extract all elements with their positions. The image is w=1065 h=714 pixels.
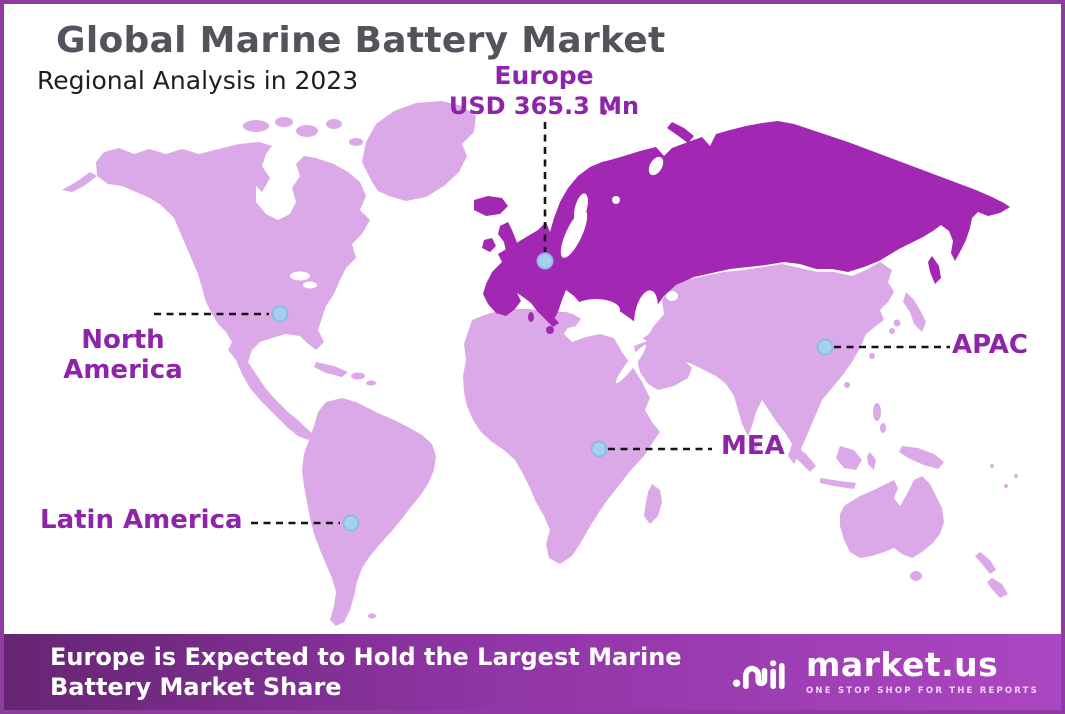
label-europe-value: USD 365.3 Mn xyxy=(448,91,640,120)
marketus-logo-text: market.us xyxy=(806,645,999,684)
label-apac: APAC xyxy=(952,330,1028,360)
iceland-landmass xyxy=(474,196,508,216)
hainan-island xyxy=(844,382,850,388)
white-sea xyxy=(648,156,664,176)
new-zealand-north xyxy=(975,552,996,574)
marketus-logo: market.us ONE STOP SHOP FOR THE REPORTS xyxy=(731,648,1039,696)
philippines-island xyxy=(873,403,881,421)
japan-island xyxy=(893,319,901,327)
svalbard-island xyxy=(601,109,607,115)
pacific-island xyxy=(1004,484,1008,488)
label-europe: Europe USD 365.3 Mn xyxy=(412,61,676,120)
page-title: Global Marine Battery Market xyxy=(56,20,666,61)
sumatra-island xyxy=(790,444,816,472)
sicily-island xyxy=(546,326,554,334)
marketus-logo-tagline: ONE STOP SHOP FOR THE REPORTS xyxy=(806,686,1039,696)
africa-landmass xyxy=(463,309,660,564)
great-lakes xyxy=(290,271,310,281)
asia-landmass xyxy=(640,262,894,464)
sulawesi-island xyxy=(867,452,876,470)
japan-island xyxy=(889,328,895,334)
arabia-landmass xyxy=(634,340,692,390)
sakhalin-island xyxy=(928,256,941,284)
java-island xyxy=(820,478,856,489)
footer-headline: Europe is Expected to Hold the Largest M… xyxy=(50,643,682,701)
caribbean-island xyxy=(351,372,365,380)
marker-group xyxy=(271,252,834,532)
leader-line-group xyxy=(154,122,950,525)
label-north-america: North America xyxy=(63,325,183,385)
philippines-island xyxy=(880,423,886,433)
red-sea xyxy=(615,344,647,384)
borneo-island xyxy=(836,446,862,470)
marketus-logo-text-block: market.us ONE STOP SHOP FOR THE REPORTS xyxy=(806,648,1039,696)
caribbean-cuba xyxy=(314,362,348,377)
caspian-sea xyxy=(634,290,658,338)
marker-latin-america xyxy=(342,514,360,532)
black-sea xyxy=(572,299,620,321)
tasmania-island xyxy=(910,571,922,581)
footer-banner: Europe is Expected to Hold the Largest M… xyxy=(4,634,1061,710)
landmass-light-group xyxy=(62,101,1018,626)
sri-lanka-island xyxy=(750,443,758,451)
lake-ladoga xyxy=(612,196,620,204)
label-europe-name: Europe xyxy=(494,61,594,90)
great-lakes xyxy=(303,281,317,289)
falkland-island xyxy=(368,613,376,619)
marker-north-america xyxy=(271,305,289,323)
arctic-island xyxy=(275,117,293,127)
south-america-landmass xyxy=(302,398,436,626)
water-overlay-group xyxy=(290,156,678,384)
pacific-island xyxy=(1014,474,1018,478)
arctic-island xyxy=(296,125,318,137)
landmass-highlight-group xyxy=(474,105,1010,334)
alaska-tail xyxy=(62,172,97,192)
page-subtitle: Regional Analysis in 2023 xyxy=(37,66,359,95)
gulf-of-bothnia xyxy=(574,193,588,223)
svalbard-island xyxy=(609,105,615,111)
north-america-landmass xyxy=(96,142,370,440)
marker-apac xyxy=(816,338,834,356)
caribbean-island xyxy=(366,380,376,386)
australia-landmass xyxy=(840,476,944,558)
eurasia-highlight-landmass xyxy=(483,121,1010,327)
arctic-island xyxy=(326,119,342,129)
pacific-island xyxy=(990,464,994,468)
taiwan-island xyxy=(869,353,875,359)
greenland-landmass xyxy=(362,101,476,201)
baltic-sea xyxy=(560,210,588,258)
madagascar-island xyxy=(644,484,662,524)
aral-sea xyxy=(666,291,678,301)
label-mea: MEA xyxy=(721,431,785,461)
arctic-island xyxy=(349,138,363,146)
marketus-logo-icon xyxy=(732,660,785,690)
new-zealand-south xyxy=(987,578,1008,598)
new-guinea-island xyxy=(899,446,944,469)
ireland-landmass xyxy=(482,238,496,252)
world-map xyxy=(62,101,1018,626)
arctic-island xyxy=(243,120,269,132)
marker-europe xyxy=(536,252,554,270)
japan-islands xyxy=(903,292,926,332)
label-latin-america: Latin America xyxy=(40,505,243,535)
novaya-zemlya-island xyxy=(667,122,694,143)
marker-mea xyxy=(590,440,608,458)
sardinia-island xyxy=(528,312,534,322)
